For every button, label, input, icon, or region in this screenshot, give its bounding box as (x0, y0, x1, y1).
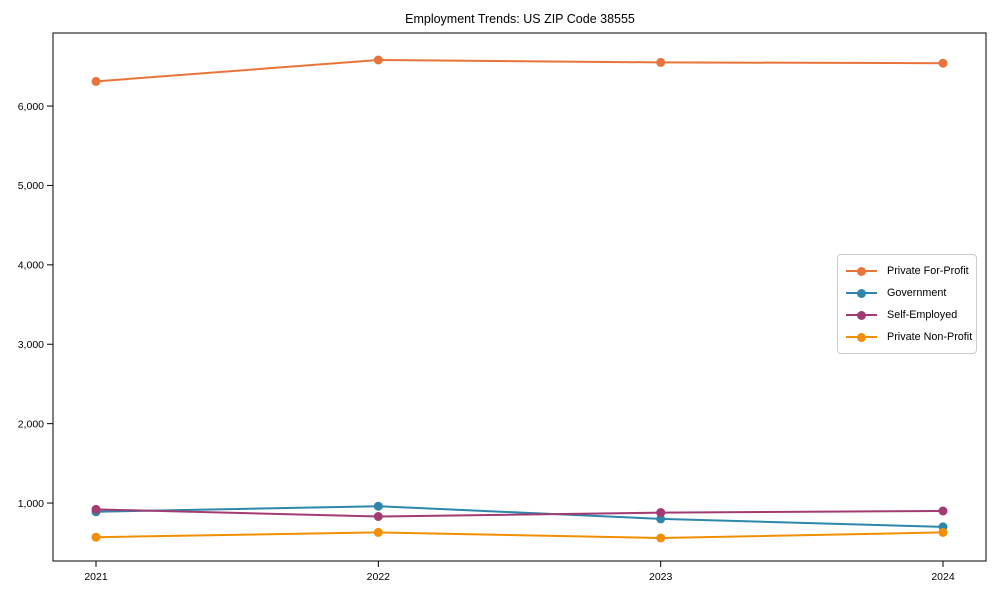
data-point-marker (373, 55, 383, 65)
y-axis-tick-label: 1,000 (18, 498, 44, 510)
series-line-self-employed (95, 508, 944, 518)
data-point-marker (373, 512, 383, 521)
data-point-marker (656, 514, 666, 524)
legend-marker-icon (846, 288, 877, 298)
y-axis-tick-label: 6,000 (18, 101, 44, 113)
legend-item: Private Non-Profit (846, 326, 972, 348)
legend-marker-icon (846, 332, 877, 342)
legend-label: Private For-Profit (887, 265, 969, 277)
data-point-marker (656, 533, 666, 543)
y-axis-tick-label: 2,000 (18, 418, 44, 430)
data-point-marker (373, 527, 383, 537)
chart-title: Employment Trends: US ZIP Code 38555 (405, 12, 635, 26)
plot-border (52, 32, 987, 562)
legend-label: Self-Employed (887, 309, 958, 321)
legend-item: Self-Employed (846, 304, 968, 326)
data-point-marker (938, 506, 948, 516)
series-line-government (95, 505, 944, 528)
data-point-marker (656, 508, 666, 518)
chart-legend: Private For-Profit Government Self-Employe… (837, 254, 977, 354)
legend-label: Private Non-Profit (887, 331, 973, 343)
y-axis-tick-label: 3,000 (18, 339, 44, 351)
x-axis-tick-label: 2024 (931, 571, 955, 583)
series-line-private-for-profit (95, 59, 944, 83)
legend-label: Government (887, 287, 947, 299)
data-point-marker (938, 527, 948, 537)
legend-item: Private For-Profit (846, 260, 969, 282)
data-point-marker (91, 532, 101, 542)
legend-item: Government (846, 282, 968, 304)
legend-marker-icon (846, 266, 877, 276)
y-axis-tick-label: 4,000 (18, 260, 44, 272)
series-line-private-non-profit (95, 531, 944, 539)
x-axis-tick-label: 2021 (84, 571, 108, 583)
legend-marker-icon (846, 310, 877, 320)
data-point-marker (91, 504, 101, 514)
x-axis-tick-label: 2023 (649, 571, 673, 583)
x-axis-tick-label: 2022 (367, 571, 391, 583)
data-point-marker (938, 58, 948, 68)
data-point-marker (656, 57, 666, 67)
data-point-marker (373, 501, 383, 511)
data-point-marker (91, 76, 101, 86)
y-axis-tick-label: 5,000 (18, 180, 44, 192)
